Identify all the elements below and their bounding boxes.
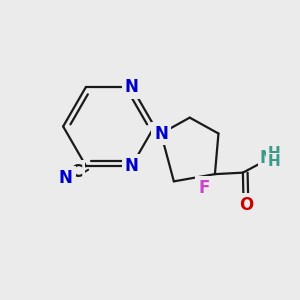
Text: N: N (125, 157, 139, 175)
Text: N: N (260, 149, 273, 167)
Text: H: H (267, 154, 280, 169)
Text: C: C (70, 163, 82, 181)
Text: F: F (198, 179, 209, 197)
Text: N: N (125, 78, 139, 96)
Text: N: N (59, 169, 73, 187)
Text: N: N (154, 124, 168, 142)
Text: H: H (267, 146, 280, 161)
Text: O: O (239, 196, 253, 214)
